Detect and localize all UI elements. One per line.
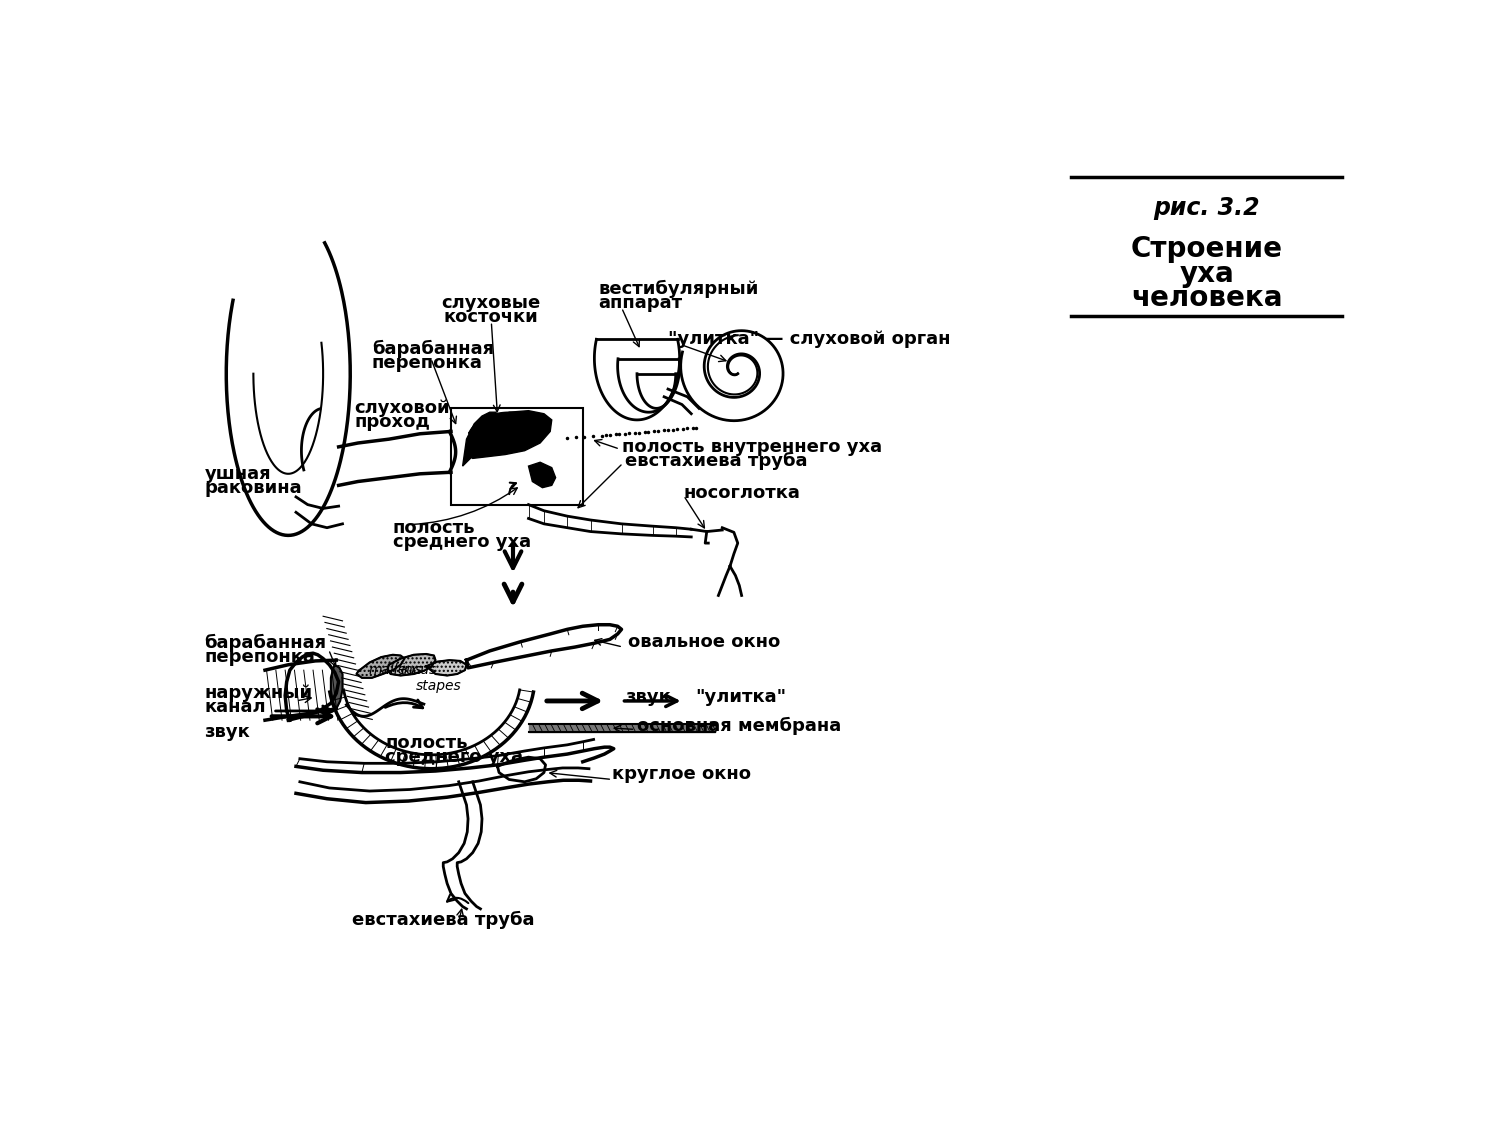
Polygon shape: [462, 412, 498, 466]
Text: круглое окно: круглое окно: [612, 765, 752, 783]
Polygon shape: [528, 462, 555, 487]
Text: основная мембрана: основная мембрана: [638, 718, 842, 736]
Polygon shape: [468, 412, 514, 433]
Text: вестибулярный: вестибулярный: [598, 280, 759, 298]
Polygon shape: [387, 654, 435, 675]
Text: stapes: stapes: [416, 678, 462, 693]
Text: слуховой: слуховой: [354, 399, 450, 417]
Text: среднего уха: среднего уха: [393, 532, 531, 550]
Text: овальное окно: овальное окно: [627, 632, 780, 650]
Text: косточки: косточки: [444, 308, 538, 326]
Text: перепонка: перепонка: [372, 354, 483, 372]
Text: евстахиева труба: евстахиева труба: [626, 451, 809, 470]
Polygon shape: [466, 411, 552, 458]
Text: человека: человека: [1131, 285, 1282, 313]
Bar: [452, 408, 582, 505]
Polygon shape: [332, 665, 342, 709]
Text: наружный: наружный: [204, 684, 312, 702]
Text: раковина: раковина: [204, 478, 302, 496]
Text: проход: проход: [354, 413, 430, 431]
Text: аппарат: аппарат: [598, 294, 682, 312]
Polygon shape: [528, 724, 714, 731]
Text: "улитка": "улитка": [694, 688, 786, 706]
Text: полость внутреннего уха: полость внутреннего уха: [621, 438, 882, 456]
Text: звук: звук: [204, 722, 251, 740]
Text: евстахиева труба: евстахиева труба: [352, 911, 534, 929]
Text: звук: звук: [626, 688, 670, 706]
Text: канал: канал: [204, 699, 266, 717]
Text: перепонка: перепонка: [204, 648, 315, 666]
Polygon shape: [357, 655, 405, 678]
Text: полость: полость: [393, 519, 476, 537]
Text: барабанная: барабанная: [372, 340, 494, 358]
Polygon shape: [426, 660, 466, 675]
Text: носоглотка: носоглотка: [684, 484, 801, 502]
Text: рис. 3.2: рис. 3.2: [1154, 196, 1260, 221]
Text: среднего уха: среднего уха: [386, 748, 524, 766]
Text: incus: incus: [400, 663, 436, 677]
Text: malleus: malleus: [369, 663, 423, 677]
Text: ушная: ушная: [204, 465, 272, 483]
Text: полость: полость: [386, 735, 468, 753]
Text: Строение: Строение: [1131, 235, 1282, 263]
Text: "улитка" — слуховой орган: "улитка" — слуховой орган: [668, 330, 951, 348]
Text: барабанная: барабанная: [204, 634, 327, 652]
Text: слуховые: слуховые: [441, 294, 542, 312]
Text: уха: уха: [1179, 260, 1234, 288]
